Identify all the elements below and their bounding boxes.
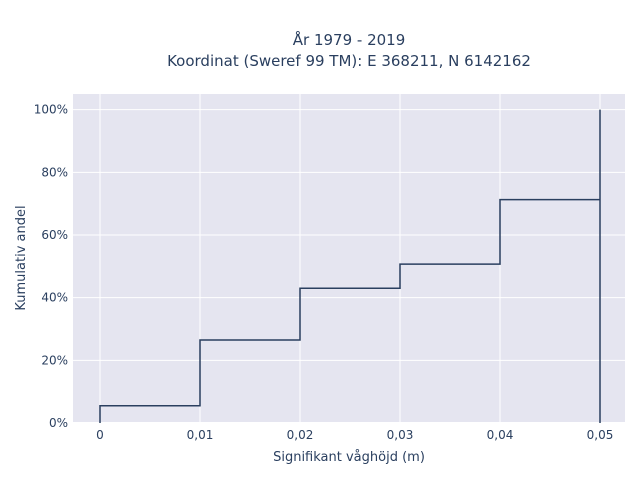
cumulative-step-line <box>99 109 601 423</box>
chart-title-line2: Koordinat (Sweref 99 TM): E 368211, N 61… <box>167 52 531 70</box>
x-tick-label-2: 0,02 <box>287 428 314 442</box>
x-tick-label-0: 0 <box>96 428 104 442</box>
plot-area <box>73 94 625 423</box>
x-tick-label-3: 0,03 <box>387 428 414 442</box>
y-tick-label-0: 0% <box>49 416 68 430</box>
x-tick-label-4: 0,04 <box>487 428 514 442</box>
y-tick-label-2: 40% <box>41 291 68 305</box>
chart-title-line1: År 1979 - 2019 <box>293 30 406 49</box>
x-tick-label-1: 0,01 <box>187 428 214 442</box>
x-tick-label-5: 0,05 <box>587 428 614 442</box>
x-axis-title: Signifikant våghöjd (m) <box>273 450 425 465</box>
y-axis-ticks: 0% 20% 40% 60% 80% 100% <box>34 103 68 430</box>
y-tick-label-3: 60% <box>41 228 68 242</box>
y-tick-label-4: 80% <box>41 165 68 179</box>
y-tick-label-1: 20% <box>41 353 68 367</box>
x-axis-ticks: 0 0,01 0,02 0,03 0,04 0,05 <box>96 428 613 442</box>
y-tick-label-5: 100% <box>34 103 68 117</box>
series-group <box>99 109 601 423</box>
y-axis-title: Kumulativ andel <box>14 205 29 310</box>
